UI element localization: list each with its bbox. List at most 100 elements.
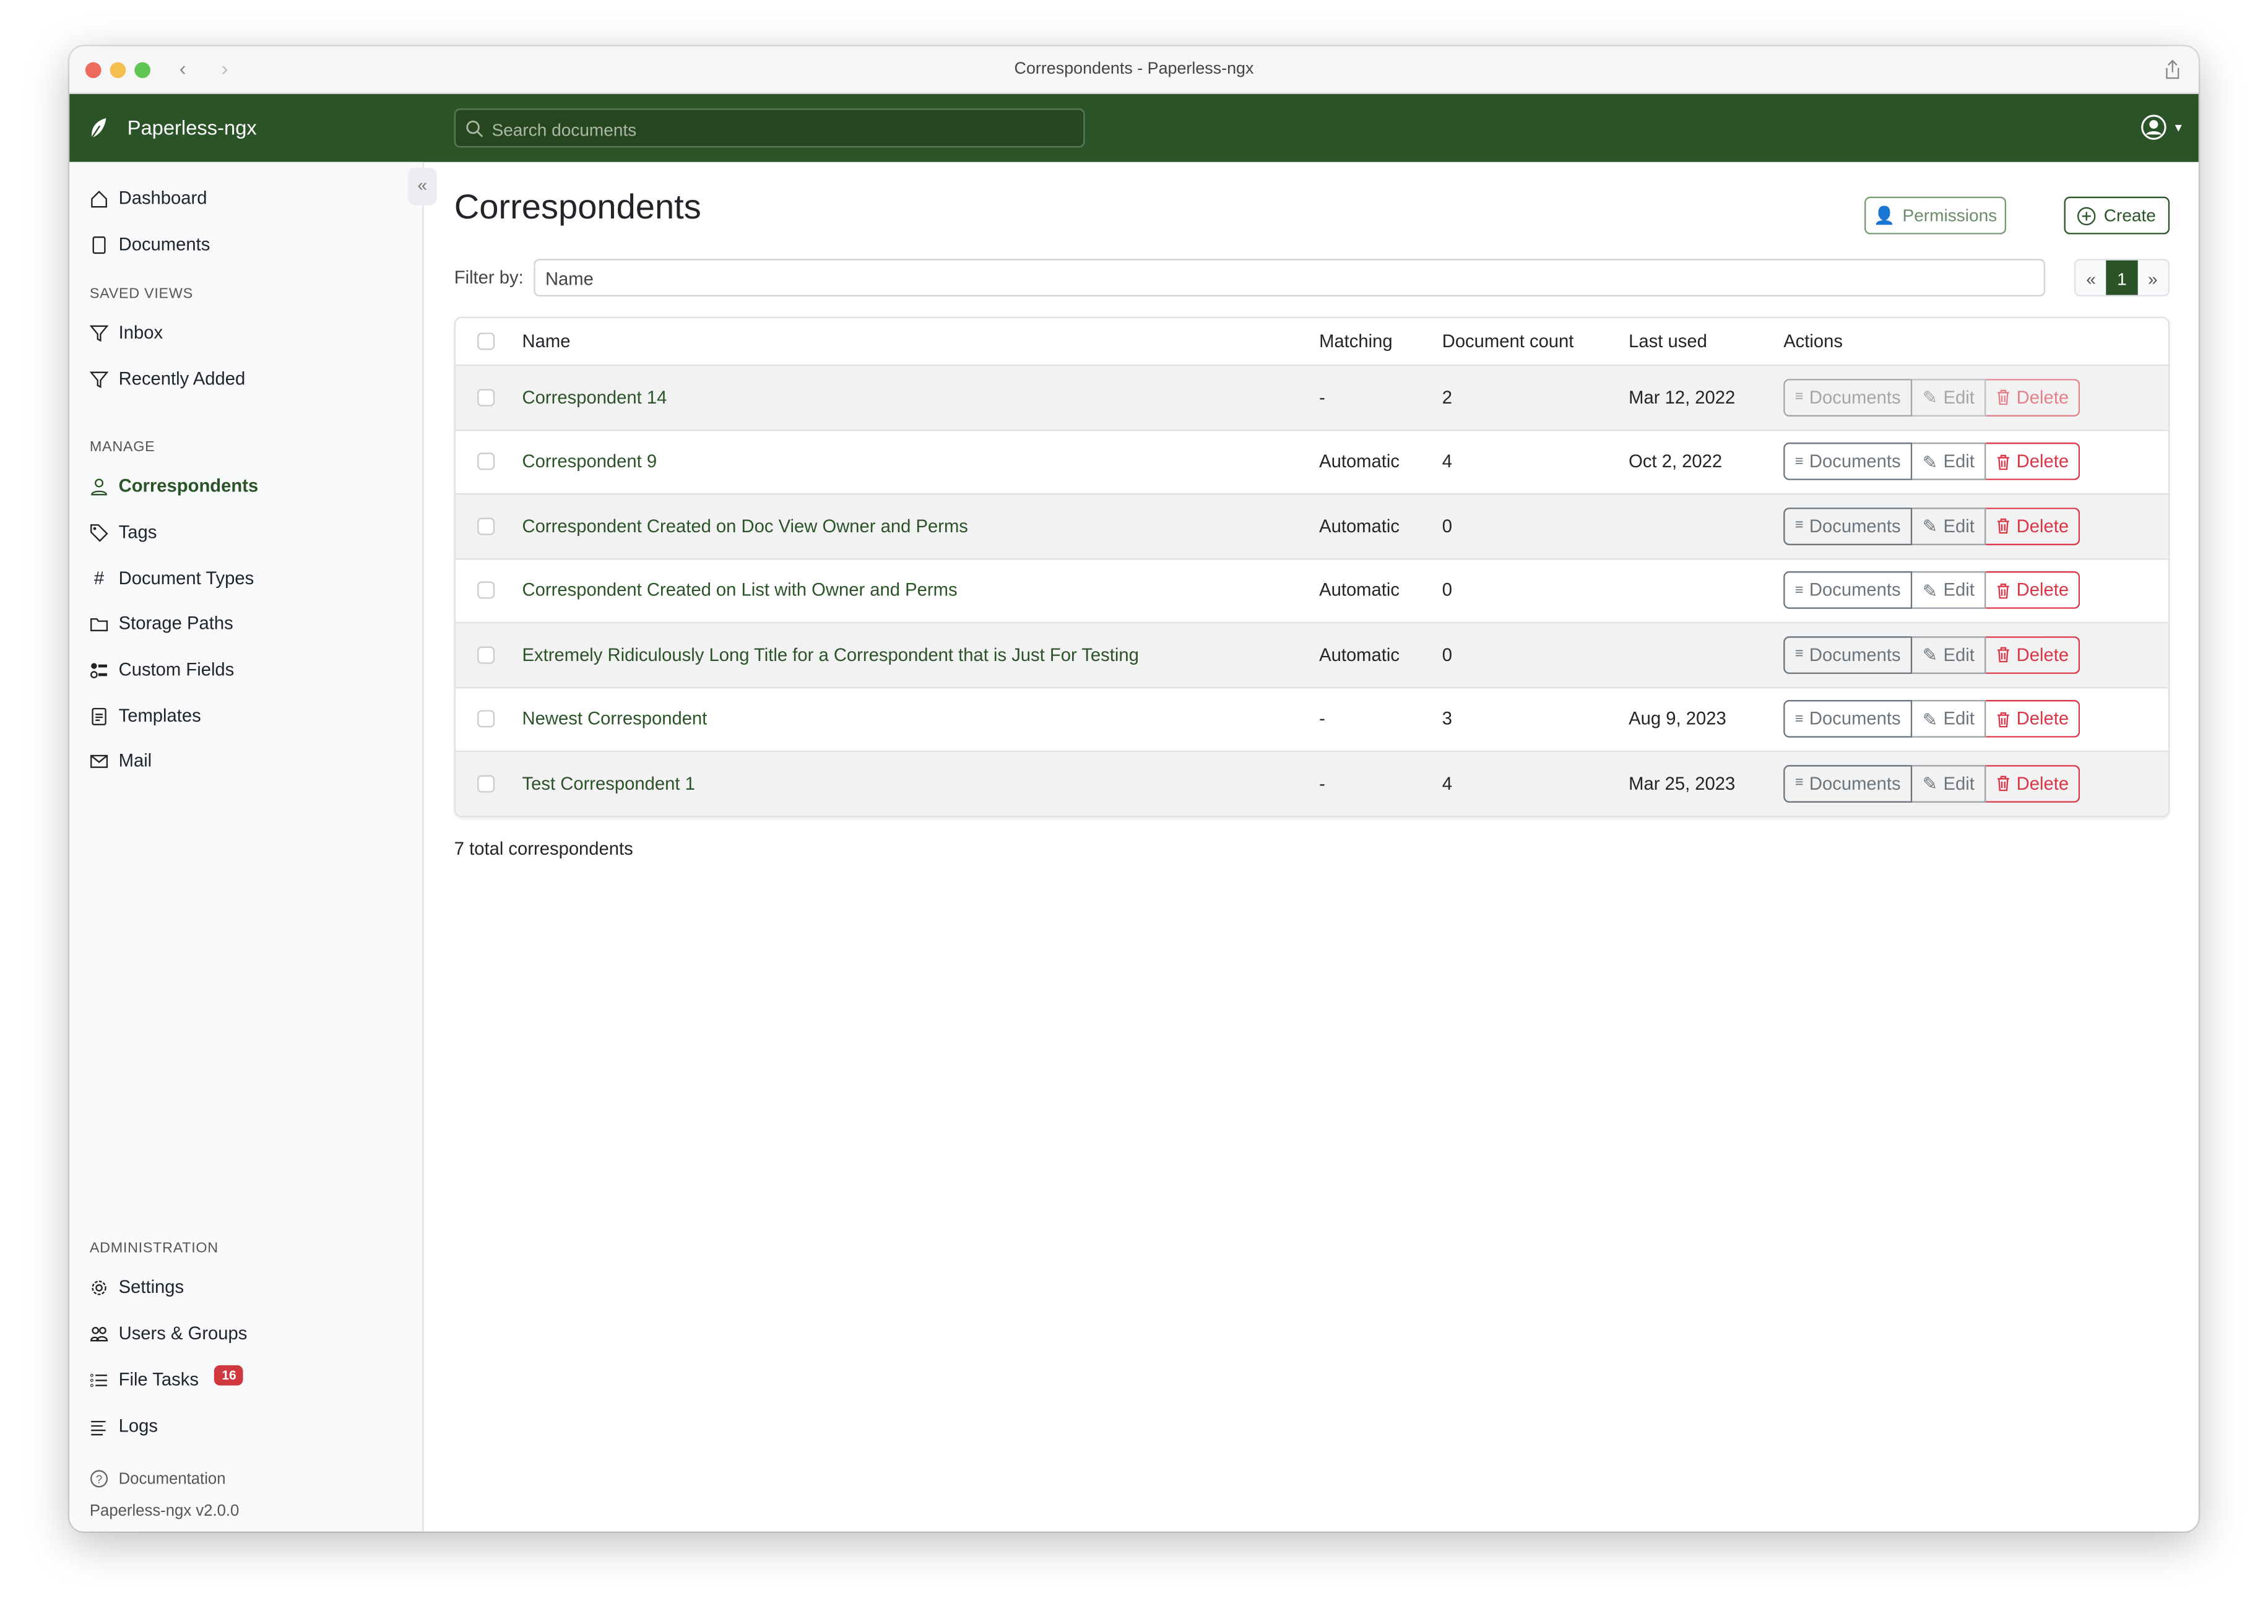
edit-button[interactable]: ✎ Edit xyxy=(1912,507,1986,545)
sidebar-item-custom-fields[interactable]: Custom Fields xyxy=(90,660,234,680)
documentation-link[interactable]: ? Documentation xyxy=(90,1469,226,1488)
permissions-button[interactable]: 👤 Permissions xyxy=(1864,196,2007,235)
sidebar-item-mail[interactable]: Mail xyxy=(90,751,152,771)
document-count-value: 2 xyxy=(1442,387,1452,408)
user-menu[interactable]: ▼ xyxy=(2141,114,2184,140)
edit-button[interactable]: ✎ Edit xyxy=(1912,636,1986,674)
share-icon[interactable] xyxy=(2164,59,2181,80)
row-checkbox[interactable] xyxy=(477,774,495,792)
minimize-window-button[interactable] xyxy=(110,62,126,79)
close-window-button[interactable] xyxy=(85,62,102,79)
document-count-value: 4 xyxy=(1442,773,1452,794)
sidebar-item-label: Tags xyxy=(118,522,157,543)
pencil-icon: ✎ xyxy=(1922,645,1938,666)
pager-prev[interactable]: « xyxy=(2086,269,2096,290)
sidebar-item-tags[interactable]: Tags xyxy=(90,522,157,543)
row-checkbox[interactable] xyxy=(477,452,495,471)
administration-heading: ADMINISTRATION xyxy=(89,1240,219,1257)
sidebar-item-correspondents[interactable]: Correspondents xyxy=(90,476,258,496)
sidebar-item-dashboard[interactable]: Dashboard xyxy=(90,188,207,208)
edit-button[interactable]: ✎ Edit xyxy=(1912,764,1986,803)
documents-label: Documents xyxy=(1809,387,1901,408)
correspondent-name-link[interactable]: Correspondent 14 xyxy=(522,387,667,408)
sidebar-item-storage-paths[interactable]: Storage Paths xyxy=(90,613,233,634)
trash-icon xyxy=(1997,647,2009,663)
select-all-checkbox[interactable] xyxy=(477,332,495,350)
pager-page-1[interactable]: 1 xyxy=(2106,260,2137,295)
row-checkbox[interactable] xyxy=(477,646,495,663)
delete-button[interactable]: Delete xyxy=(1986,571,2080,610)
edit-button[interactable]: ✎ Edit xyxy=(1912,700,1986,738)
create-button[interactable]: Create xyxy=(2064,196,2170,235)
sidebar-item-label: Document Types xyxy=(118,568,254,589)
sidebar-item-documents[interactable]: Documents xyxy=(90,235,210,254)
edit-button[interactable]: ✎ Edit xyxy=(1912,571,1986,610)
sidebar-item-label: Settings xyxy=(118,1277,184,1298)
documents-button[interactable]: ≡ Documents xyxy=(1783,571,1913,610)
table-row: Correspondent Created on List with Owner… xyxy=(456,557,2168,622)
delete-button[interactable]: Delete xyxy=(1986,378,2080,417)
sidebar-item-settings[interactable]: Settings xyxy=(90,1277,184,1297)
correspondent-name-link[interactable]: Correspondent Created on List with Owner… xyxy=(522,580,958,601)
header-document-count[interactable]: Document count xyxy=(1442,331,1574,352)
documents-label: Documents xyxy=(1809,644,1901,665)
correspondent-name-link[interactable]: Newest Correspondent xyxy=(522,709,708,730)
maximize-window-button[interactable] xyxy=(134,62,151,79)
pencil-icon: ✎ xyxy=(1922,581,1938,602)
delete-button[interactable]: Delete xyxy=(1986,700,2080,738)
sidebar-item-logs[interactable]: Logs xyxy=(90,1416,158,1436)
filter-name-input[interactable]: Name xyxy=(534,259,2046,297)
correspondent-name-link[interactable]: Test Correspondent 1 xyxy=(522,773,695,794)
delete-button[interactable]: Delete xyxy=(1986,636,2080,674)
pencil-icon: ✎ xyxy=(1922,774,1938,795)
row-checkbox[interactable] xyxy=(477,710,495,728)
correspondent-name-link[interactable]: Extremely Ridiculously Long Title for a … xyxy=(522,644,1139,665)
brand[interactable]: Paperless-ngx xyxy=(127,115,257,139)
delete-button[interactable]: Delete xyxy=(1986,443,2080,481)
matching-value: - xyxy=(1319,773,1325,794)
documentation-label: Documentation xyxy=(118,1470,226,1488)
documents-button[interactable]: ≡ Documents xyxy=(1783,507,1913,545)
pencil-icon: ✎ xyxy=(1922,516,1938,537)
row-checkbox[interactable] xyxy=(477,517,495,535)
delete-button[interactable]: Delete xyxy=(1986,764,2080,803)
search-input[interactable]: Search documents xyxy=(454,108,1085,148)
edit-button[interactable]: ✎ Edit xyxy=(1912,378,1986,417)
permissions-label: Permissions xyxy=(1902,205,1997,226)
correspondent-name-link[interactable]: Correspondent 9 xyxy=(522,451,657,472)
edit-button[interactable]: ✎ Edit xyxy=(1912,443,1986,481)
documents-button[interactable]: ≡ Documents xyxy=(1783,443,1913,481)
documents-button[interactable]: ≡ Documents xyxy=(1783,700,1913,738)
folder-icon xyxy=(90,617,108,631)
sidebar-item-users-groups[interactable]: Users & Groups xyxy=(90,1323,247,1344)
sidebar-item-file-tasks[interactable]: File Tasks 16 xyxy=(90,1365,244,1390)
sidebar-item-templates[interactable]: Templates xyxy=(90,706,201,726)
question-circle-icon: ? xyxy=(90,1470,108,1488)
list-task-icon xyxy=(90,1373,107,1386)
correspondent-name-link[interactable]: Correspondent Created on Doc View Owner … xyxy=(522,516,968,537)
version-label: Paperless-ngx v2.0.0 xyxy=(89,1502,240,1520)
header-name[interactable]: Name xyxy=(522,331,571,352)
documents-button[interactable]: ≡ Documents xyxy=(1783,378,1913,417)
person-circle-icon xyxy=(2141,114,2166,140)
row-checkbox[interactable] xyxy=(477,388,495,407)
header-matching[interactable]: Matching xyxy=(1319,331,1393,352)
back-icon[interactable]: ‹ xyxy=(179,56,186,80)
row-checkbox[interactable] xyxy=(477,581,495,599)
main-content: Correspondents 👤 Permissions Create Filte… xyxy=(454,162,2199,1532)
delete-label: Delete xyxy=(2016,580,2069,601)
search-icon xyxy=(466,120,483,137)
pager-next[interactable]: » xyxy=(2147,269,2158,290)
edit-label: Edit xyxy=(1943,709,1975,730)
sidebar-item-inbox[interactable]: Inbox xyxy=(89,322,163,343)
header-last-used[interactable]: Last used xyxy=(1629,331,1707,352)
documents-button[interactable]: ≡ Documents xyxy=(1783,764,1913,803)
forward-icon[interactable]: › xyxy=(221,56,228,80)
sidebar-item-label: Storage Paths xyxy=(118,613,233,634)
delete-button[interactable]: Delete xyxy=(1986,507,2080,545)
sidebar-item-label: Custom Fields xyxy=(118,659,235,680)
sidebar-item-document-types[interactable]: # Document Types xyxy=(90,568,254,589)
documents-button[interactable]: ≡ Documents xyxy=(1783,636,1913,674)
sidebar-item-recently-added[interactable]: Recently Added xyxy=(89,369,245,389)
collapse-sidebar-button[interactable]: « xyxy=(407,168,437,205)
